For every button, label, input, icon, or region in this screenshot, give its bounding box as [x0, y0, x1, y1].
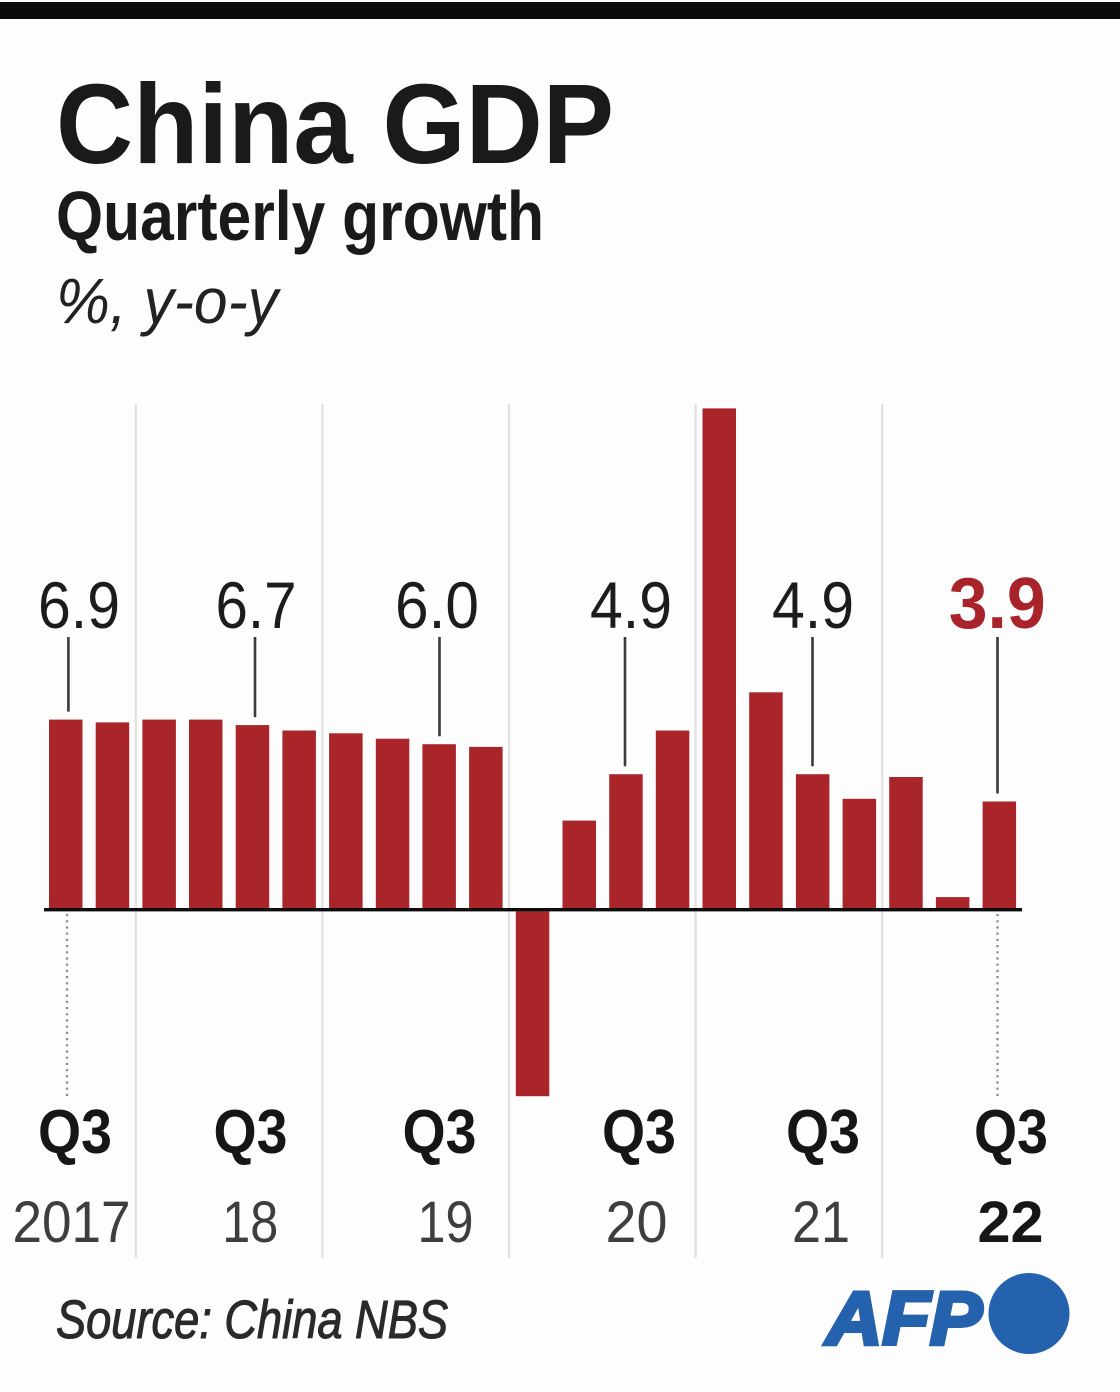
svg-text:4.9: 4.9 — [772, 568, 854, 642]
svg-text:Q3: Q3 — [214, 1098, 288, 1167]
svg-text:Q3: Q3 — [974, 1098, 1048, 1167]
svg-text:19: 19 — [418, 1190, 474, 1255]
svg-text:China GDP: China GDP — [56, 61, 614, 187]
svg-text:21: 21 — [792, 1190, 850, 1255]
svg-text:Q3: Q3 — [786, 1098, 860, 1167]
svg-text:Quarterly growth: Quarterly growth — [56, 177, 544, 255]
svg-text:AFP: AFP — [824, 1276, 983, 1360]
svg-text:%, y-o-y: %, y-o-y — [56, 265, 282, 337]
svg-text:6.0: 6.0 — [395, 568, 479, 642]
svg-text:Q3: Q3 — [602, 1098, 676, 1167]
svg-text:6.9: 6.9 — [38, 568, 120, 642]
svg-text:22: 22 — [978, 1190, 1044, 1255]
svg-text:Source: China NBS: Source: China NBS — [56, 1290, 448, 1350]
svg-text:18: 18 — [222, 1190, 278, 1255]
svg-text:20: 20 — [606, 1190, 668, 1255]
svg-text:2017: 2017 — [13, 1190, 131, 1255]
svg-text:6.7: 6.7 — [216, 568, 297, 642]
svg-text:Q3: Q3 — [38, 1098, 112, 1167]
svg-text:Q3: Q3 — [403, 1098, 477, 1167]
svg-text:3.9: 3.9 — [949, 564, 1046, 644]
svg-text:4.9: 4.9 — [590, 568, 672, 642]
